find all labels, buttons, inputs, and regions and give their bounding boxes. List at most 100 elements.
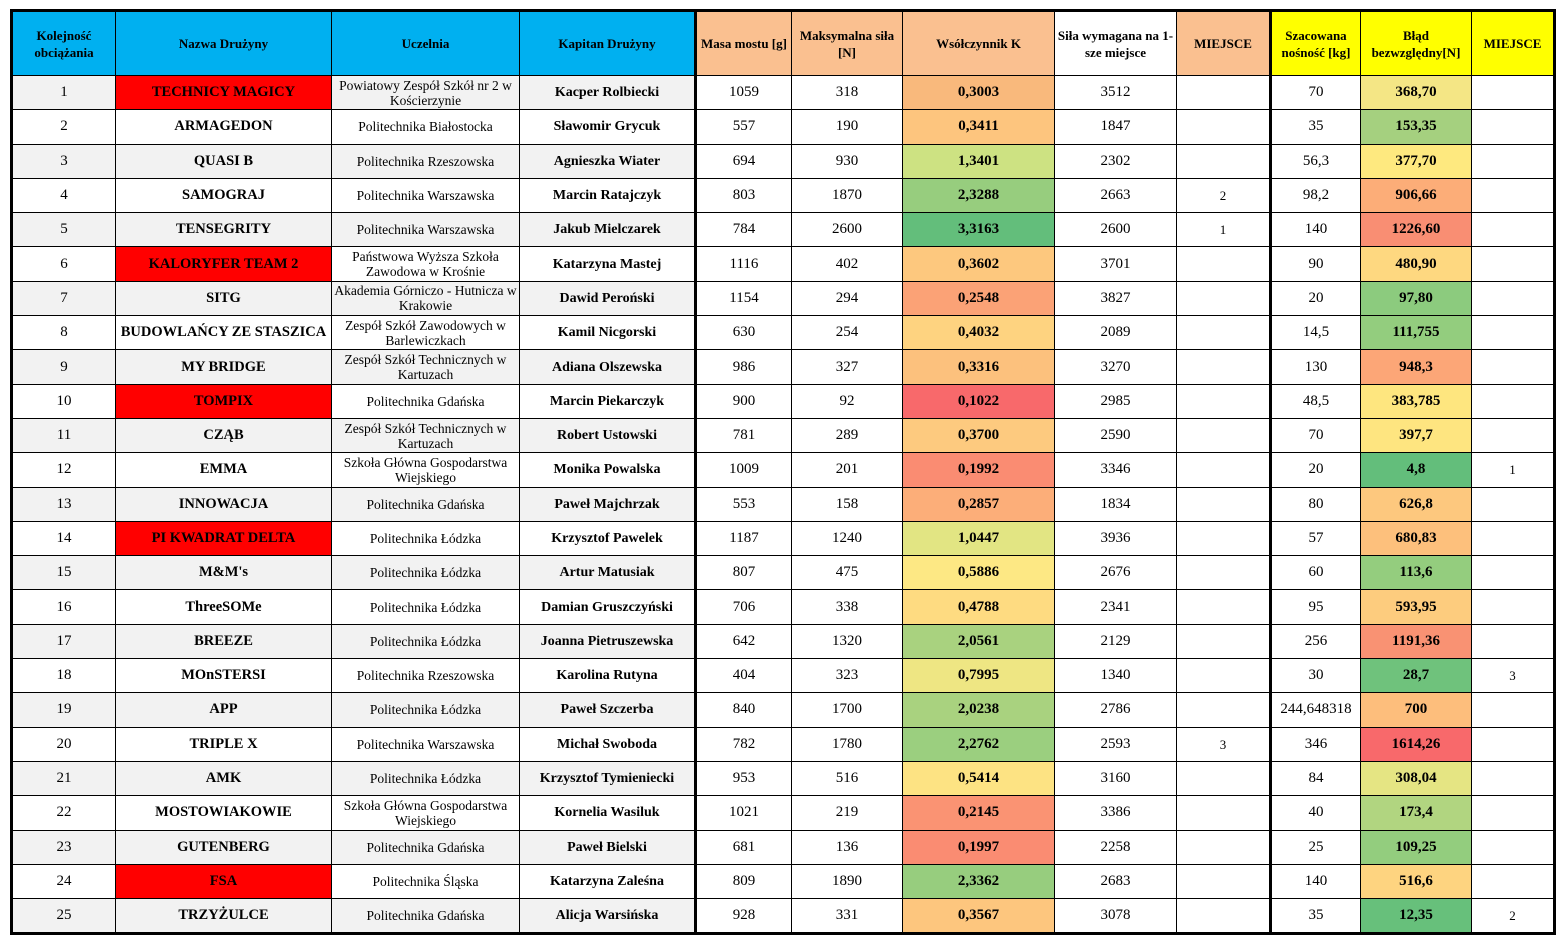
- cell-kolejnosc[interactable]: 8: [11, 315, 116, 351]
- cell-miejsce-2[interactable]: [1471, 623, 1555, 660]
- cell-kapitan[interactable]: Paweł Szczerba: [519, 692, 697, 728]
- cell-miejsce-2[interactable]: [1471, 555, 1555, 591]
- cell-blad[interactable]: 111,755: [1360, 315, 1472, 351]
- cell-kolejnosc[interactable]: 25: [11, 898, 116, 935]
- cell-nosnosc[interactable]: 57: [1270, 520, 1361, 557]
- cell-blad[interactable]: 109,25: [1360, 829, 1472, 865]
- cell-miejsce-2[interactable]: [1471, 863, 1555, 900]
- cell-uczelnia[interactable]: Politechnika Gdańska: [331, 383, 520, 419]
- cell-uczelnia[interactable]: Politechnika Łódzka: [331, 520, 520, 557]
- cell-kolejnosc[interactable]: 13: [11, 486, 116, 522]
- cell-uczelnia[interactable]: Politechnika Gdańska: [331, 898, 520, 935]
- cell-nosnosc[interactable]: 130: [1270, 349, 1361, 385]
- cell-kolejnosc[interactable]: 20: [11, 726, 116, 762]
- cell-wspolczynnik-k[interactable]: 0,5414: [902, 760, 1055, 797]
- cell-blad[interactable]: 368,70: [1360, 74, 1472, 111]
- cell-sila[interactable]: 402: [791, 246, 903, 282]
- cell-wspolczynnik-k[interactable]: 0,4032: [902, 315, 1055, 351]
- cell-uczelnia[interactable]: Politechnika Warszawska: [331, 726, 520, 762]
- cell-team-name[interactable]: EMMA: [115, 452, 332, 488]
- cell-masa[interactable]: 694: [695, 143, 792, 179]
- cell-wspolczynnik-k[interactable]: 2,3362: [902, 863, 1055, 900]
- cell-blad[interactable]: 948,3: [1360, 349, 1472, 385]
- cell-kapitan[interactable]: Kornelia Wasiluk: [519, 795, 697, 831]
- header-masa[interactable]: Masa mostu [g]: [695, 10, 792, 76]
- cell-sila-wymagana[interactable]: 1834: [1054, 486, 1177, 522]
- cell-miejsce-2[interactable]: [1471, 315, 1555, 351]
- cell-wspolczynnik-k[interactable]: 2,3288: [902, 177, 1055, 214]
- cell-sila-wymagana[interactable]: 3512: [1054, 74, 1177, 111]
- cell-kolejnosc[interactable]: 3: [11, 143, 116, 179]
- header-blad[interactable]: Błąd bezwzględny[N]: [1360, 10, 1472, 76]
- cell-sila-wymagana[interactable]: 2129: [1054, 623, 1177, 660]
- cell-masa[interactable]: 642: [695, 623, 792, 660]
- cell-wspolczynnik-k[interactable]: 0,2145: [902, 795, 1055, 831]
- cell-miejsce-1[interactable]: [1176, 658, 1272, 694]
- cell-uczelnia[interactable]: Państwowa Wyższa Szkoła Zawodowa w Krośn…: [331, 246, 520, 282]
- cell-team-name[interactable]: QUASI B: [115, 143, 332, 179]
- cell-team-name[interactable]: MY BRIDGE: [115, 349, 332, 385]
- cell-miejsce-2[interactable]: [1471, 692, 1555, 728]
- cell-kolejnosc[interactable]: 21: [11, 760, 116, 797]
- cell-miejsce-1[interactable]: [1176, 520, 1272, 557]
- cell-masa[interactable]: 986: [695, 349, 792, 385]
- cell-nosnosc[interactable]: 70: [1270, 74, 1361, 111]
- cell-sila-wymagana[interactable]: 3270: [1054, 349, 1177, 385]
- cell-miejsce-2[interactable]: [1471, 417, 1555, 454]
- cell-kolejnosc[interactable]: 24: [11, 863, 116, 900]
- cell-nosnosc[interactable]: 20: [1270, 280, 1361, 317]
- cell-uczelnia[interactable]: Politechnika Rzeszowska: [331, 658, 520, 694]
- cell-masa[interactable]: 681: [695, 829, 792, 865]
- cell-masa[interactable]: 1116: [695, 246, 792, 282]
- cell-team-name[interactable]: SAMOGRAJ: [115, 177, 332, 214]
- cell-wspolczynnik-k[interactable]: 0,1997: [902, 829, 1055, 865]
- cell-miejsce-2[interactable]: [1471, 109, 1555, 145]
- cell-kolejnosc[interactable]: 16: [11, 589, 116, 625]
- cell-nosnosc[interactable]: 35: [1270, 898, 1361, 935]
- cell-nosnosc[interactable]: 40: [1270, 795, 1361, 831]
- cell-uczelnia[interactable]: Politechnika Łódzka: [331, 692, 520, 728]
- cell-blad[interactable]: 593,95: [1360, 589, 1472, 625]
- cell-masa[interactable]: 1009: [695, 452, 792, 488]
- cell-wspolczynnik-k[interactable]: 0,3411: [902, 109, 1055, 145]
- cell-sila[interactable]: 289: [791, 417, 903, 454]
- cell-kapitan[interactable]: Katarzyna Zaleśna: [519, 863, 697, 900]
- header-miejsce-2[interactable]: MIEJSCE: [1471, 10, 1555, 76]
- cell-masa[interactable]: 404: [695, 658, 792, 694]
- cell-miejsce-2[interactable]: [1471, 74, 1555, 111]
- cell-sila-wymagana[interactable]: 1340: [1054, 658, 1177, 694]
- cell-sila[interactable]: 201: [791, 452, 903, 488]
- cell-wspolczynnik-k[interactable]: 3,3163: [902, 212, 1055, 248]
- cell-team-name[interactable]: INNOWACJA: [115, 486, 332, 522]
- cell-blad[interactable]: 97,80: [1360, 280, 1472, 317]
- cell-uczelnia[interactable]: Politechnika Łódzka: [331, 760, 520, 797]
- cell-miejsce-2[interactable]: 3: [1471, 658, 1555, 694]
- cell-kapitan[interactable]: Adiana Olszewska: [519, 349, 697, 385]
- cell-sila[interactable]: 516: [791, 760, 903, 797]
- cell-kapitan[interactable]: Krzysztof Pawelek: [519, 520, 697, 557]
- cell-masa[interactable]: 557: [695, 109, 792, 145]
- cell-team-name[interactable]: TENSEGRITY: [115, 212, 332, 248]
- cell-team-name[interactable]: ThreeSOMe: [115, 589, 332, 625]
- cell-miejsce-2[interactable]: [1471, 760, 1555, 797]
- cell-blad[interactable]: 12,35: [1360, 898, 1472, 935]
- cell-sila[interactable]: 1700: [791, 692, 903, 728]
- header-k[interactable]: Wsółczynnik K: [902, 10, 1055, 76]
- header-nosnosc[interactable]: Szacowana nośność [kg]: [1270, 10, 1361, 76]
- cell-wspolczynnik-k[interactable]: 0,3003: [902, 74, 1055, 111]
- cell-kapitan[interactable]: Marcin Ratajczyk: [519, 177, 697, 214]
- cell-wspolczynnik-k[interactable]: 0,3602: [902, 246, 1055, 282]
- cell-blad[interactable]: 308,04: [1360, 760, 1472, 797]
- cell-sila-wymagana[interactable]: 2600: [1054, 212, 1177, 248]
- cell-kolejnosc[interactable]: 11: [11, 417, 116, 454]
- cell-uczelnia[interactable]: Powiatowy Zespół Szkół nr 2 w Kościerzyn…: [331, 74, 520, 111]
- cell-kolejnosc[interactable]: 17: [11, 623, 116, 660]
- cell-masa[interactable]: 1059: [695, 74, 792, 111]
- cell-sila[interactable]: 158: [791, 486, 903, 522]
- cell-sila[interactable]: 1320: [791, 623, 903, 660]
- cell-sila[interactable]: 338: [791, 589, 903, 625]
- cell-masa[interactable]: 553: [695, 486, 792, 522]
- cell-blad[interactable]: 680,83: [1360, 520, 1472, 557]
- cell-miejsce-1[interactable]: [1176, 863, 1272, 900]
- cell-miejsce-2[interactable]: [1471, 589, 1555, 625]
